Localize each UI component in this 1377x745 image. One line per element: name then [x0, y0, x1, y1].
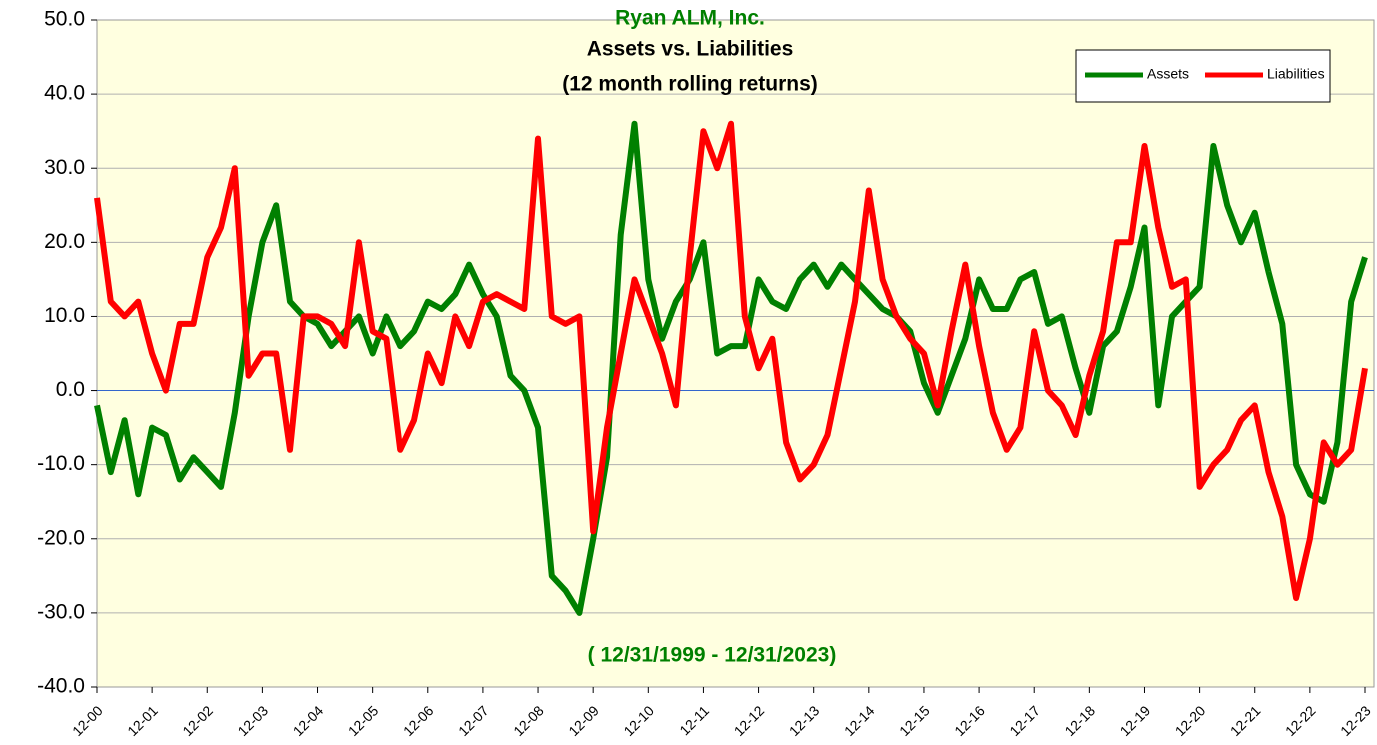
x-tick-label: 12-21	[1227, 702, 1264, 739]
x-tick-label: 12-08	[510, 702, 547, 739]
x-tick-label: 12-18	[1061, 702, 1098, 739]
y-tick-label: -10.0	[37, 452, 85, 475]
x-tick-label: 12-11	[676, 702, 712, 738]
lines	[94, 120, 1368, 616]
x-tick-label: 12-16	[951, 702, 988, 739]
x-tick-label: 12-01	[124, 702, 161, 739]
x-tick-label: 12-23	[1337, 702, 1374, 739]
y-tick-label: -30.0	[37, 600, 85, 623]
x-tick-label: 12-15	[896, 702, 933, 739]
y-tick-label: -20.0	[37, 526, 85, 549]
x-tick-label: 12-22	[1282, 702, 1319, 739]
x-tick-label: 12-19	[1117, 702, 1154, 739]
x-tick-label: 12-17	[1006, 702, 1043, 739]
x-tick-label: 12-13	[786, 702, 823, 739]
x-tick-label: 12-09	[565, 702, 602, 739]
x-tick-label: 12-00	[69, 702, 106, 739]
x-tick-label: 12-05	[345, 702, 382, 739]
legend-label: Assets	[1147, 66, 1189, 82]
plot-area	[96, 19, 1375, 688]
chart-subtitle: Assets vs. Liabilities	[587, 38, 794, 61]
legend: Assets Liabilities	[1075, 49, 1331, 103]
y-tick-label: 50.0	[44, 8, 85, 31]
series-line	[94, 120, 1368, 602]
y-tick-label: 40.0	[44, 82, 85, 105]
x-tick-label: 12-04	[290, 702, 327, 739]
chart-title: Ryan ALM, Inc.	[615, 7, 765, 30]
y-tick-label: 10.0	[44, 304, 85, 327]
y-tick-label: 30.0	[44, 156, 85, 179]
y-tick-label: 20.0	[44, 230, 85, 253]
legend-label: Liabilities	[1267, 66, 1325, 82]
annotation: ( 12/31/1999 - 12/31/2023)	[588, 644, 837, 667]
x-tick-label: 12-20	[1172, 702, 1209, 739]
x-tick-label: 12-06	[400, 702, 437, 739]
x-tick-label: 12-10	[620, 702, 657, 739]
y-tick-label: 0.0	[56, 378, 85, 401]
y-tick-label: -40.0	[37, 675, 85, 698]
x-tick-label: 12-02	[179, 702, 216, 739]
x-tick-label: 12-12	[731, 702, 768, 739]
x-tick-label: 12-07	[455, 702, 492, 739]
x-tick-label: 12-03	[234, 702, 271, 739]
x-tick-label: 12-14	[841, 702, 878, 739]
chart-subtitle: (12 month rolling returns)	[562, 73, 818, 96]
